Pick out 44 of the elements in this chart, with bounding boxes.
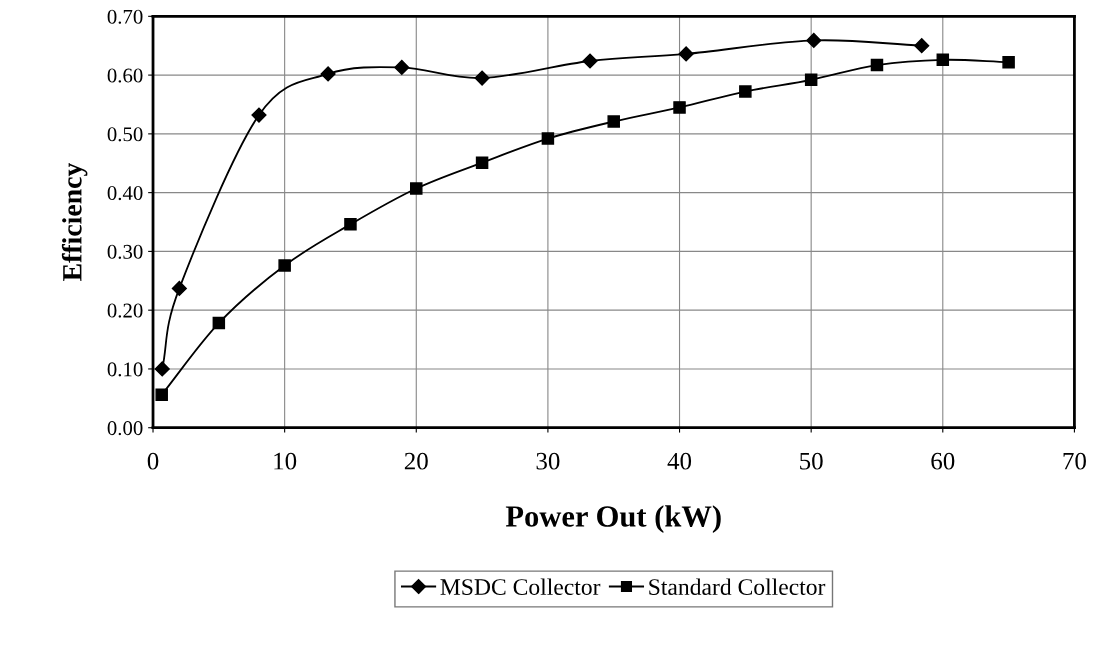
- x-tick-label: 30: [536, 452, 560, 470]
- point: [673, 101, 686, 114]
- point: [474, 70, 490, 86]
- point: [171, 280, 187, 297]
- point: [870, 58, 884, 72]
- point: [936, 53, 950, 67]
- point: [1002, 55, 1015, 69]
- y-tick-label: 0.00: [107, 421, 143, 436]
- point: [278, 259, 291, 272]
- y-tick-label: 0.70: [107, 9, 143, 24]
- x-tick-label: 20: [404, 452, 428, 470]
- y-tick-label: 0.20: [107, 303, 143, 318]
- point: [154, 361, 170, 377]
- point: [607, 115, 620, 128]
- x-tick-label: 10: [274, 452, 297, 470]
- legend-label: MSDC Collector: [440, 578, 601, 596]
- point: [344, 218, 357, 231]
- y-tick-label: 0.30: [107, 244, 143, 259]
- point: [155, 388, 168, 402]
- y-axis-title: Efficiency: [61, 162, 88, 281]
- legend-label: Standard Collector: [649, 578, 826, 596]
- y-tick-label: 0.40: [107, 186, 143, 201]
- y-tick-label: 0.10: [107, 362, 143, 377]
- point: [251, 107, 267, 123]
- point: [475, 156, 489, 169]
- x-axis-title: Power Out (kW): [505, 505, 721, 533]
- y-tick-label: 0.60: [107, 68, 143, 83]
- point: [582, 53, 598, 69]
- point: [678, 46, 694, 62]
- point: [541, 132, 555, 145]
- point: [394, 59, 410, 76]
- x-tick-label: 50: [800, 452, 823, 470]
- point: [914, 38, 930, 54]
- x-tick-label: 0: [147, 452, 159, 470]
- point: [320, 66, 336, 82]
- x-tick-label: 70: [1063, 452, 1086, 470]
- point: [212, 316, 226, 330]
- point: [739, 85, 752, 98]
- point: [410, 182, 423, 195]
- point: [806, 32, 822, 48]
- x-tick-label: 60: [931, 452, 955, 470]
- point: [804, 73, 818, 87]
- x-tick-label: 40: [667, 452, 692, 470]
- y-tick-label: 0.50: [107, 127, 143, 142]
